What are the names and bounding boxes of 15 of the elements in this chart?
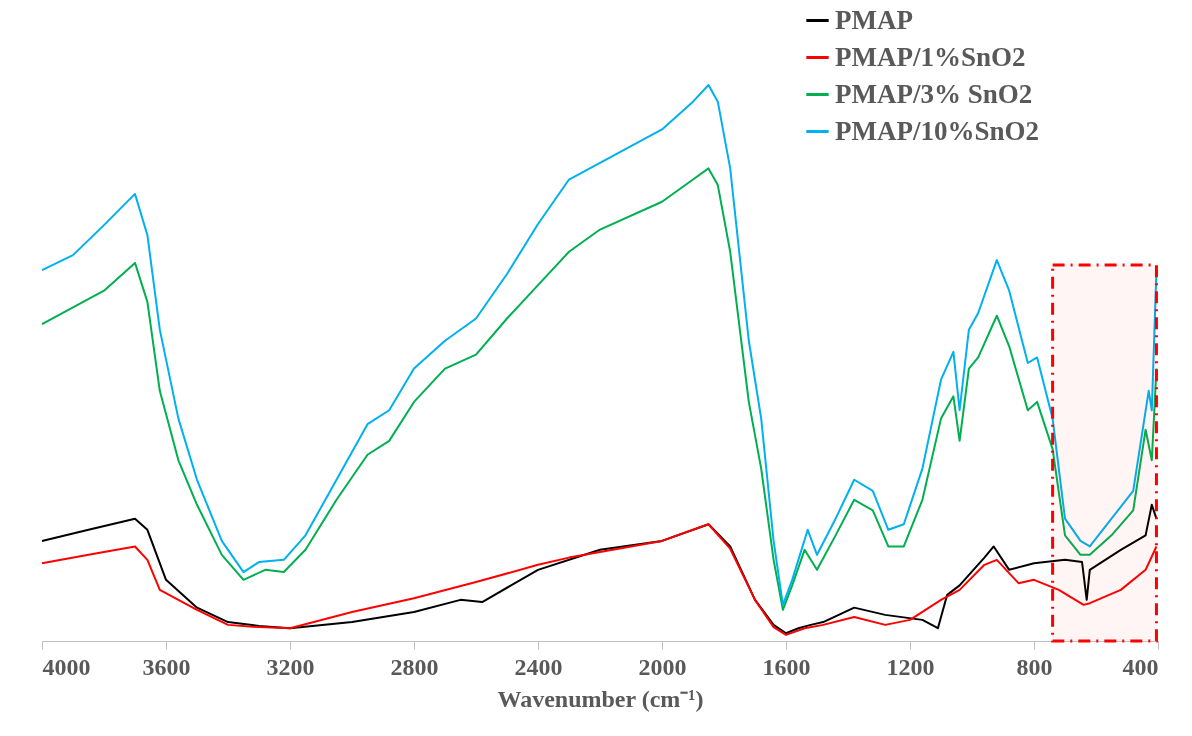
x-tick-label: 1200 [886,653,935,680]
x-tick-label: 4000 [42,653,91,680]
x-tick-label: 800 [1016,653,1053,680]
x-tick-label: 3600 [142,653,191,680]
legend-label: PMAP/3% SnO2 [835,78,1033,109]
x-tick-label: 2800 [390,653,439,680]
x-tick-label: 2000 [638,653,687,680]
x-tick-label: 2400 [514,653,563,680]
x-tick-label: 400 [1122,653,1159,680]
legend-label: PMAP [835,4,913,35]
legend-label: PMAP/10%SnO2 [835,115,1040,146]
x-tick-label: 3200 [266,653,315,680]
legend-label: PMAP/1%SnO2 [835,41,1026,72]
x-axis-title: Wavenumber (cm⁻¹) [497,685,704,712]
x-tick-label: 1600 [762,653,811,680]
